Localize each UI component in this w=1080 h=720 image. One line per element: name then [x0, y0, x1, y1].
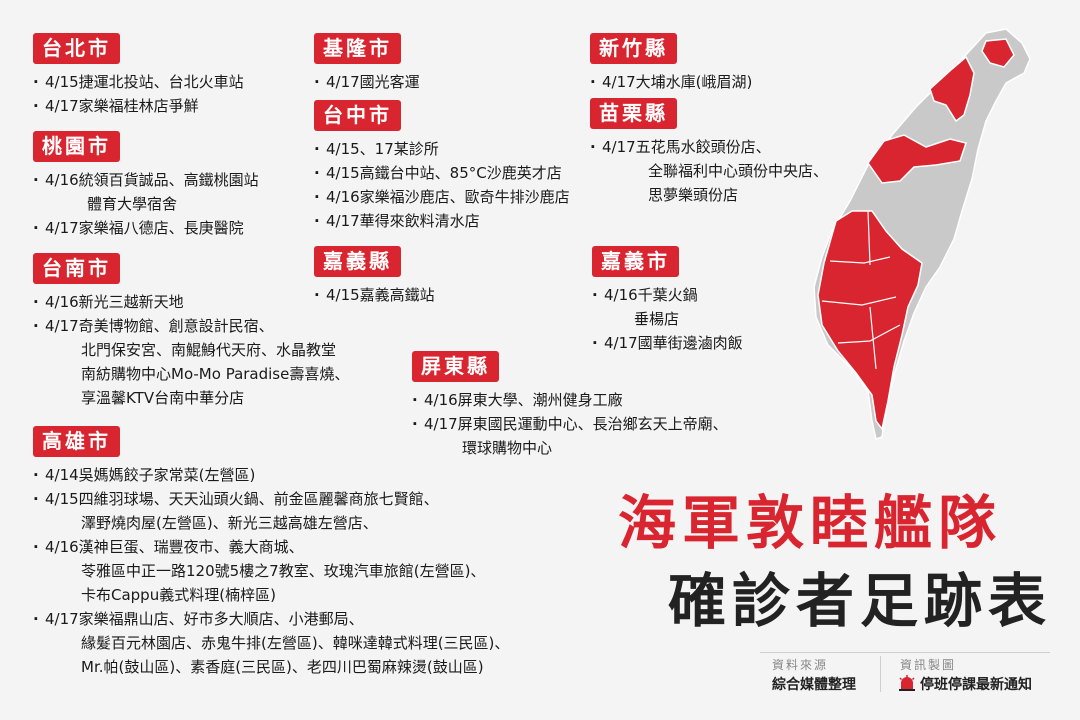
list-item: 4/16家樂福沙鹿店、歐奇牛排沙鹿店	[314, 185, 570, 209]
list-item-continuation: 北門保安宮、南鯤鯓代天府、水晶教堂	[81, 341, 337, 359]
section-taipei: 台北市 4/15捷運北投站、台北火車站 4/17家樂福桂林店爭鮮	[33, 33, 244, 118]
list-item-continuation: 思夢樂頭份店	[648, 186, 739, 204]
list-item-text: 4/17屏東國民運動中心、長治鄉玄天上帝廟、	[424, 415, 728, 433]
section-title: 基隆市	[314, 33, 401, 64]
list-item-text: 4/16千葉火鍋	[604, 286, 698, 304]
list-item-text: 4/16統領百貨誠品、高鐵桃園站	[45, 171, 259, 189]
source-label: 資料來源	[772, 658, 829, 672]
section-tainan: 台南市 4/16新光三越新天地 4/17奇美博物館、創意設計民宿、 北門保安宮、…	[33, 253, 349, 410]
list-item: 4/14吳媽媽餃子家常菜(左營區)	[33, 463, 509, 487]
made-label: 資訊製圖	[900, 658, 957, 672]
section-title: 台南市	[33, 253, 120, 284]
map-boundary	[821, 210, 901, 370]
list-item: 4/15、17某診所	[314, 137, 570, 161]
list-item-text: 4/15四維羽球場、天天汕頭火鍋、前金區麗馨商旅七賢館、	[45, 490, 439, 508]
list-item: 4/16統領百貨誠品、高鐵桃園站 體育大學宿舍	[33, 168, 259, 216]
list-item: 4/17國華街邊滷肉飯	[592, 331, 743, 355]
section-pingtung: 屏東縣 4/16屏東大學、潮州健身工廠 4/17屏東國民運動中心、長治鄉玄天上帝…	[412, 351, 728, 460]
list-item: 4/17奇美博物館、創意設計民宿、 北門保安宮、南鯤鯓代天府、水晶教堂 南紡購物…	[33, 314, 349, 410]
list-item-continuation: 體育大學宿舍	[87, 195, 178, 213]
section-title: 嘉義縣	[314, 246, 401, 277]
list-item: 4/17國光客運	[314, 70, 420, 94]
divider	[880, 656, 881, 692]
section-title: 屏東縣	[412, 351, 499, 382]
list-item-text: 4/17奇美博物館、創意設計民宿、	[45, 317, 274, 335]
section-title: 新竹縣	[590, 33, 677, 64]
list-item: 4/15嘉義高鐵站	[314, 283, 435, 307]
list-item: 4/16千葉火鍋 垂楊店	[592, 283, 743, 331]
divider	[760, 652, 1050, 653]
section-kaohsiung: 高雄市 4/14吳媽媽餃子家常菜(左營區) 4/15四維羽球場、天天汕頭火鍋、前…	[33, 426, 509, 679]
list-item: 4/17五花馬水餃頭份店、 全聯福利中心頭份中央店、 思夢樂頭份店	[590, 135, 828, 207]
list-item: 4/17華得來飲料清水店	[314, 209, 570, 233]
list-item: 4/16屏東大學、潮州健身工廠	[412, 388, 728, 412]
section-title: 台中市	[314, 100, 401, 131]
section-taoyuan: 桃園市 4/16統領百貨誠品、高鐵桃園站 體育大學宿舍 4/17家樂福八德店、長…	[33, 131, 259, 240]
alarm-light-icon	[899, 675, 915, 691]
section-title: 台北市	[33, 33, 120, 64]
map-region-taichung	[867, 134, 967, 184]
section-hsinchu-county: 新竹縣 4/17大埔水庫(峨眉湖)	[590, 33, 752, 94]
list-item-text: 4/16漢神巨蛋、瑞豐夜市、義大商城、	[45, 538, 304, 556]
list-item-continuation: Mr.帕(鼓山區)、素香庭(三民區)、老四川巴蜀麻辣燙(鼓山區)	[81, 658, 484, 676]
list-item: 4/17家樂福八德店、長庚醫院	[33, 216, 259, 240]
list-item: 4/15四維羽球場、天天汕頭火鍋、前金區麗馨商旅七賢館、 澤野燒肉屋(左營區)、…	[33, 487, 509, 535]
list-item: 4/17屏東國民運動中心、長治鄉玄天上帝廟、 環球購物中心	[412, 412, 728, 460]
section-title: 嘉義市	[592, 246, 679, 277]
list-item-continuation: 南紡購物中心Mo-Mo Paradise壽喜燒、	[81, 365, 350, 383]
map-region-taipei	[981, 38, 1015, 68]
section-chiayi-county: 嘉義縣 4/15嘉義高鐵站	[314, 246, 435, 307]
list-item-text: 4/17五花馬水餃頭份店、	[602, 138, 771, 156]
list-item: 4/17大埔水庫(峨眉湖)	[590, 70, 752, 94]
section-taichung: 台中市 4/15、17某診所 4/15高鐵台中站、85°C沙鹿英才店 4/16家…	[314, 100, 570, 233]
headline-line1: 海軍敦睦艦隊	[618, 489, 1003, 557]
map-region-south	[817, 210, 923, 431]
section-keelung: 基隆市 4/17國光客運	[314, 33, 420, 94]
map-region-taoyuan	[929, 55, 975, 123]
list-item: 4/15捷運北投站、台北火車站	[33, 70, 244, 94]
section-title: 桃園市	[33, 131, 120, 162]
section-miaoli: 苗栗縣 4/17五花馬水餃頭份店、 全聯福利中心頭份中央店、 思夢樂頭份店	[590, 98, 828, 207]
list-item-continuation: 澤野燒肉屋(左營區)、新光三越高雄左營店、	[81, 514, 378, 532]
list-item-continuation: 卡布Cappu義式料理(楠梓區)	[81, 586, 276, 604]
list-item: 4/16漢神巨蛋、瑞豐夜市、義大商城、 苓雅區中正一路120號5樓之7教室、玫瑰…	[33, 535, 509, 607]
section-chiayi-city: 嘉義市 4/16千葉火鍋 垂楊店 4/17國華街邊滷肉飯	[592, 246, 743, 355]
headline-line2: 確診者足跡表	[668, 567, 1053, 635]
list-item-continuation: 享溫馨KTV台南中華分店	[81, 389, 245, 407]
list-item-continuation: 環球購物中心	[462, 439, 553, 457]
list-item-continuation: 全聯福利中心頭份中央店、	[648, 162, 829, 180]
list-item: 4/15高鐵台中站、85°C沙鹿英才店	[314, 161, 570, 185]
section-title: 高雄市	[33, 426, 120, 457]
source-value: 綜合媒體整理	[772, 677, 856, 693]
list-item-continuation: 緣髮百元林園店、赤鬼牛排(左營區)、韓咪達韓式料理(三民區)、	[81, 634, 510, 652]
section-title: 苗栗縣	[590, 98, 677, 129]
list-item: 4/17家樂福桂林店爭鮮	[33, 94, 244, 118]
taiwan-map	[813, 28, 1031, 440]
list-item: 4/17家樂福鼎山店、好市多大順店、小港郵局、 緣髮百元林園店、赤鬼牛排(左營區…	[33, 607, 509, 679]
list-item-text: 4/17家樂福鼎山店、好市多大順店、小港郵局、	[45, 610, 364, 628]
list-item-continuation: 苓雅區中正一路120號5樓之7教室、玫瑰汽車旅館(左營區)、	[81, 562, 486, 580]
made-value: 停班停課最新通知	[920, 677, 1032, 693]
list-item: 4/16新光三越新天地	[33, 290, 349, 314]
list-item-continuation: 垂楊店	[634, 310, 680, 328]
